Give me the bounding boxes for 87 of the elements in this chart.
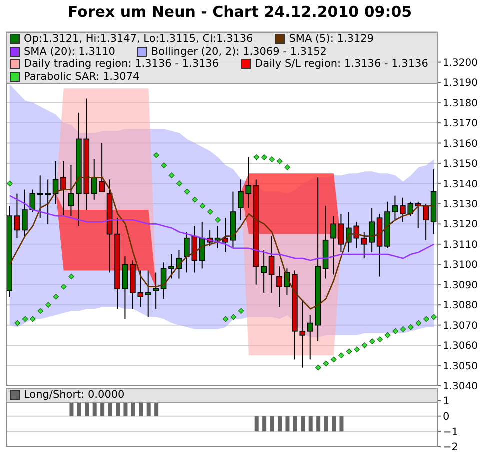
y-tick-label: 1.3180	[443, 98, 478, 110]
candlestick	[60, 160, 66, 217]
point	[370, 338, 376, 344]
point	[154, 152, 160, 158]
y-tick-label: 1.3070	[443, 320, 478, 332]
legend-label: Long/Short: 0.0000	[24, 389, 125, 402]
point	[262, 154, 268, 160]
y-tick-label: 1.3110	[443, 240, 478, 251]
candlestick	[168, 254, 174, 280]
point	[230, 314, 236, 320]
point	[60, 284, 67, 290]
point	[424, 316, 430, 322]
point	[377, 336, 384, 342]
y-tick-label: 1.3050	[443, 361, 478, 372]
y-tick-label: 1.3060	[443, 341, 478, 352]
y-tick-label: −1	[443, 426, 458, 438]
legend-label: Daily trading region: 1.3136 - 1.3136	[24, 58, 220, 70]
point	[362, 342, 368, 348]
candlestick	[14, 193, 20, 239]
candlestick	[392, 195, 398, 221]
point	[161, 162, 168, 168]
chart-title: Forex um Neun - Chart 24.12.2010 09:05	[66, 3, 414, 21]
candlestick	[68, 165, 74, 217]
point	[238, 308, 244, 314]
point	[346, 348, 352, 355]
point	[416, 320, 422, 326]
y-tick-label: 1.3200	[443, 58, 478, 69]
legend-label: SMA (20): 1.3110	[24, 46, 116, 58]
point	[276, 158, 283, 164]
point	[168, 172, 175, 179]
candlestick	[153, 272, 159, 310]
y-tick-label: 1.3080	[443, 300, 478, 312]
point	[14, 320, 20, 326]
candlestick	[276, 266, 282, 308]
legend-label: Op:1.3121, Hi:1.3147, Lo:1.3115, Cl:1.3136	[24, 33, 254, 46]
candlestick	[214, 226, 221, 249]
point	[200, 203, 206, 209]
y-tick-label: 1	[443, 396, 450, 408]
y-tick-label: 1.3040	[443, 382, 478, 393]
candlestick	[222, 218, 228, 253]
legend-label: Bollinger (20, 2): 1.3069 - 1.3152	[151, 46, 327, 58]
y-tick-label: 1.3140	[443, 179, 478, 190]
y-tick-label: 1.3120	[443, 220, 478, 231]
legend-label: Daily S/L region: 1.3136 - 1.3136	[255, 58, 428, 70]
legend-label: SMA (5): 1.3129	[289, 33, 374, 46]
y-tick-label: 1.3170	[443, 118, 478, 130]
point	[254, 154, 260, 160]
point	[208, 209, 214, 215]
y-tick-label: 0	[443, 411, 450, 424]
point	[22, 316, 28, 322]
y-tick-label: 1.3130	[443, 199, 478, 210]
y-tick-label: 1.3100	[443, 260, 478, 272]
point	[323, 360, 330, 367]
point	[392, 328, 398, 334]
point	[176, 180, 182, 187]
point	[192, 196, 198, 203]
point	[431, 314, 438, 320]
point	[222, 316, 229, 322]
y-tick-label: 1.3150	[443, 159, 478, 170]
point	[316, 364, 322, 371]
point	[284, 164, 290, 170]
point	[338, 352, 344, 359]
point	[46, 302, 52, 308]
candlestick	[338, 214, 344, 253]
candlestick	[268, 236, 275, 294]
candlestick	[423, 203, 429, 241]
point	[6, 180, 13, 187]
candlestick	[330, 216, 336, 276]
y-tick-label: 1.3090	[443, 280, 478, 292]
legend-label: Parabolic SAR: 1.3074	[24, 70, 140, 83]
y-tick-label: 1.3160	[443, 138, 478, 150]
y-tick-label: 1.3190	[443, 78, 478, 90]
candlestick	[415, 201, 422, 229]
point	[384, 332, 391, 338]
point	[38, 308, 44, 314]
point	[215, 217, 222, 224]
point	[400, 326, 406, 332]
y-tick-label: −2	[443, 442, 458, 454]
point	[354, 346, 360, 352]
point	[184, 188, 190, 195]
point	[269, 156, 276, 162]
point	[408, 324, 414, 330]
point	[30, 316, 36, 322]
point	[330, 356, 337, 363]
point	[53, 294, 60, 300]
point	[68, 274, 74, 280]
candlestick	[145, 270, 152, 318]
